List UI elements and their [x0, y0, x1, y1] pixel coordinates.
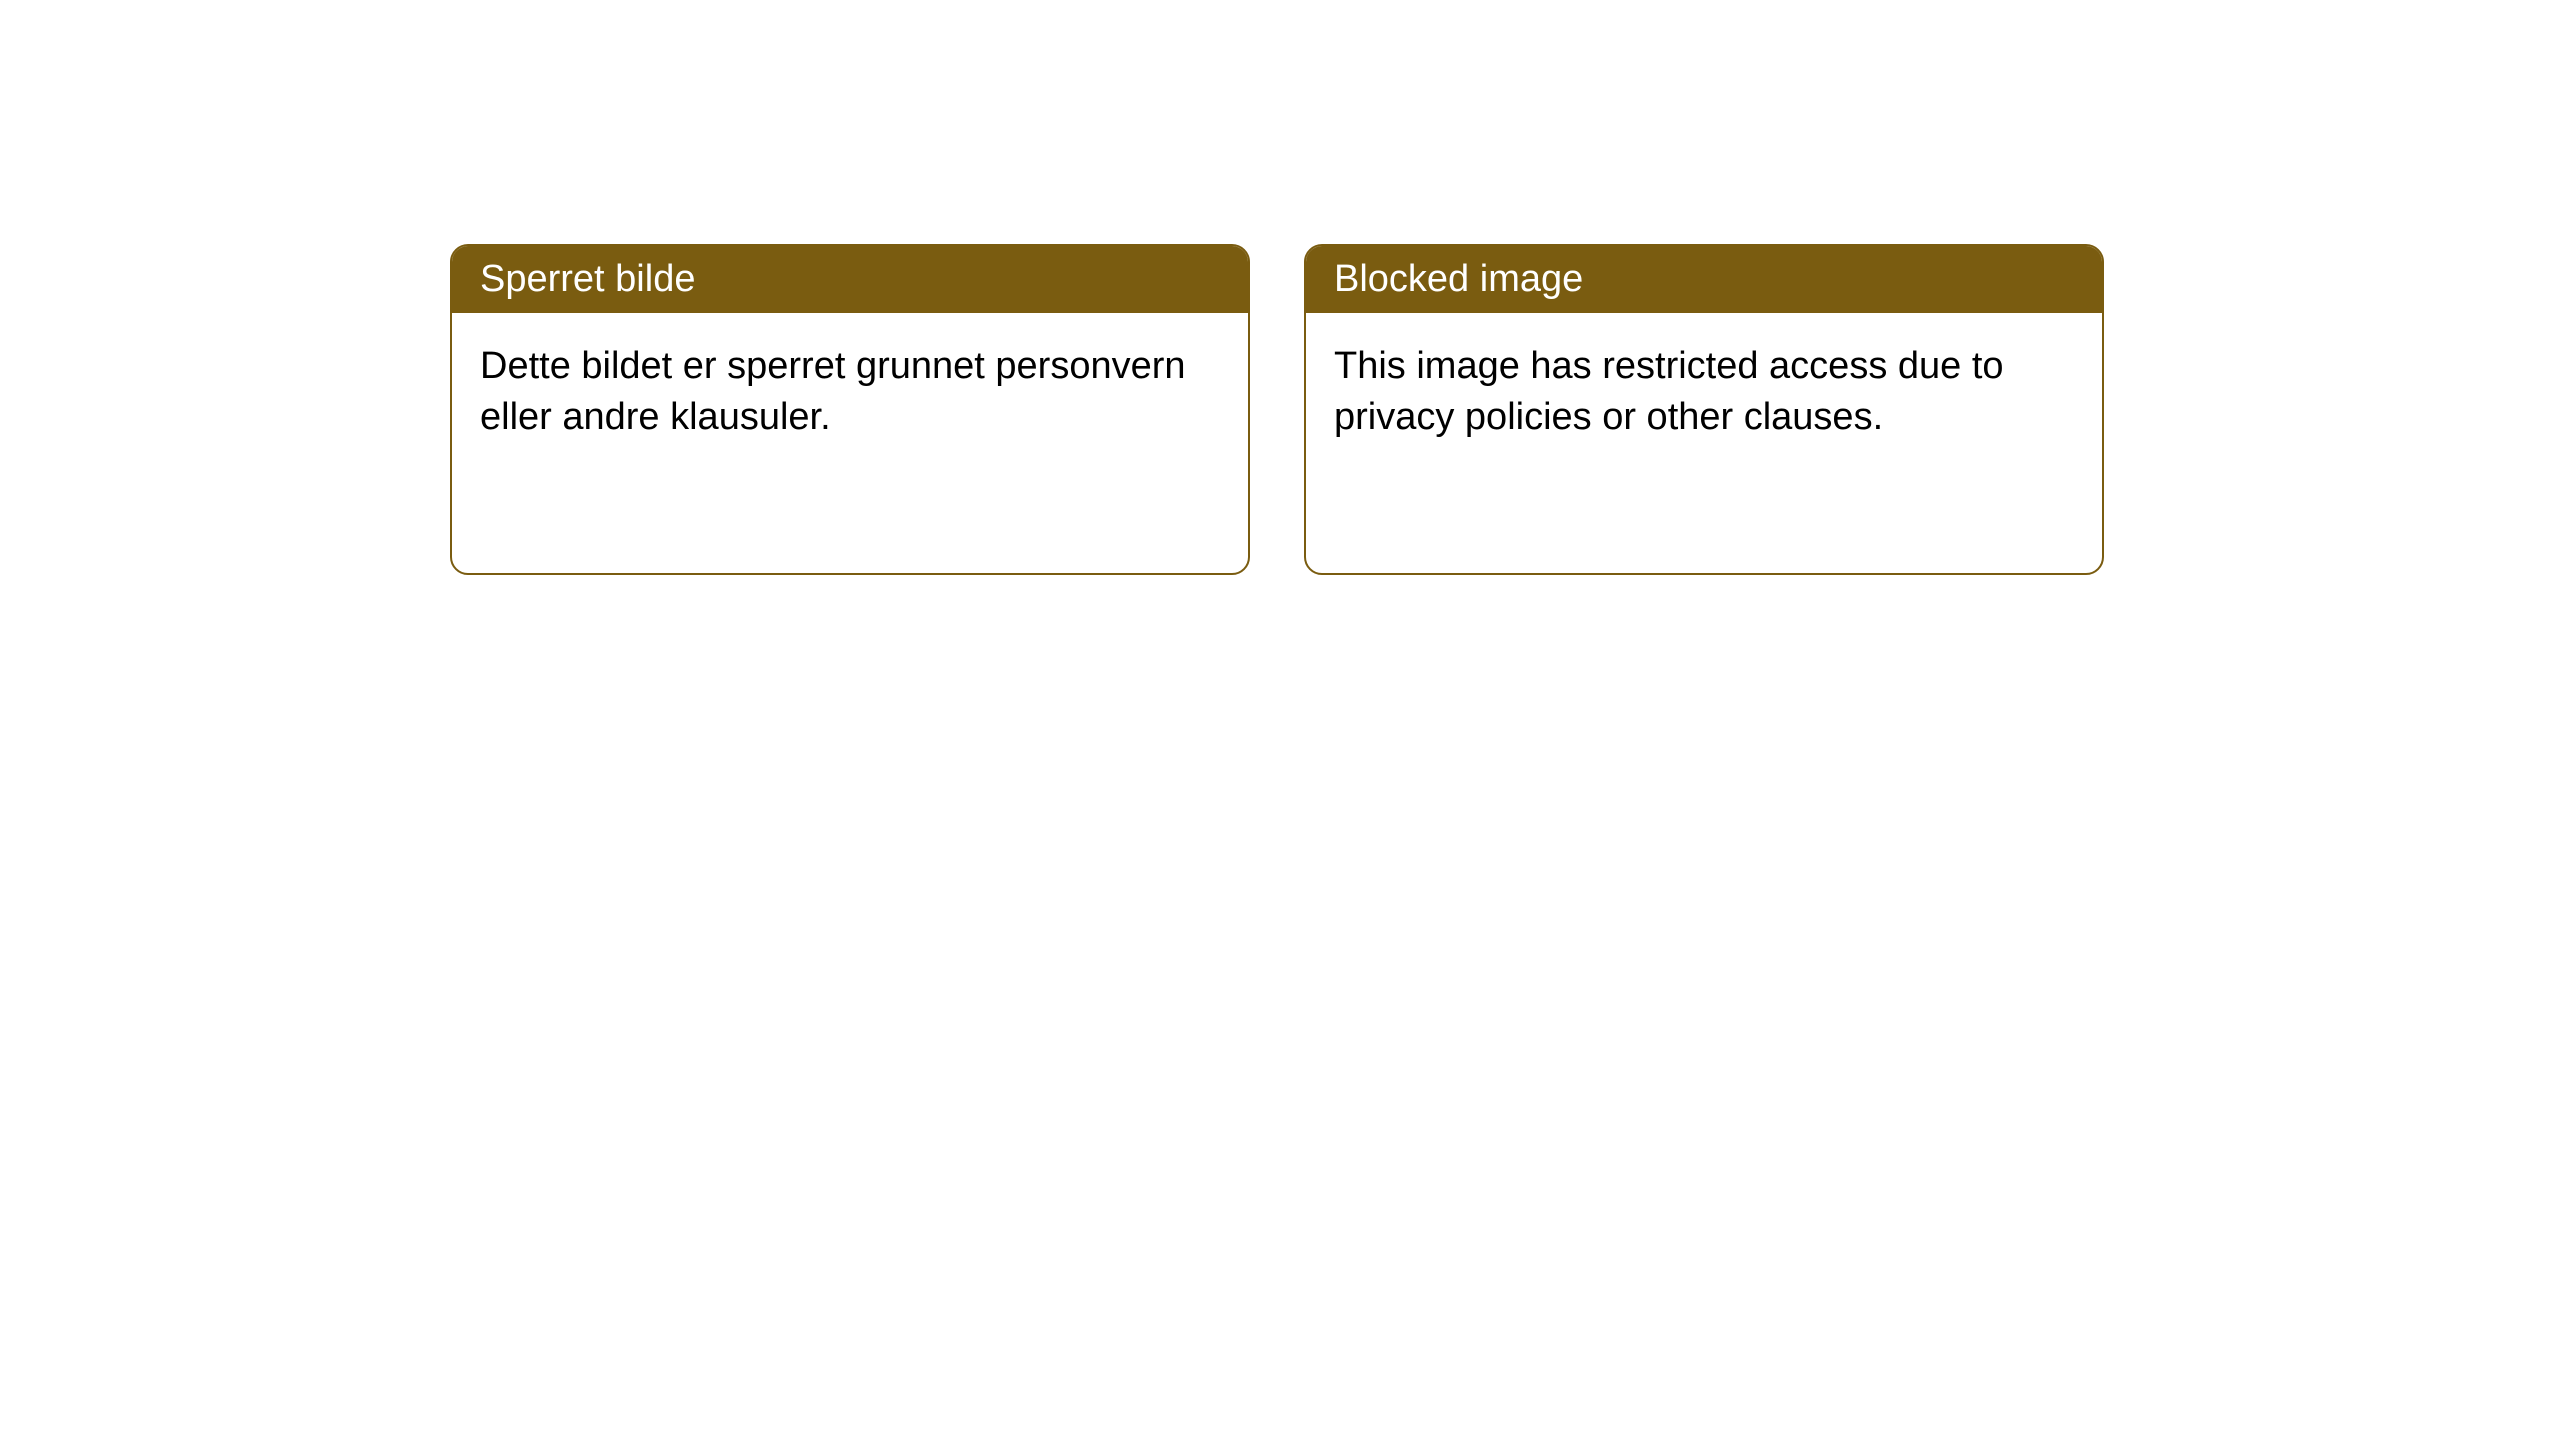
- card-text-norwegian: Dette bildet er sperret grunnet personve…: [480, 345, 1186, 438]
- card-title-norwegian: Sperret bilde: [480, 258, 695, 300]
- card-body-norwegian: Dette bildet er sperret grunnet personve…: [452, 313, 1248, 573]
- card-header-norwegian: Sperret bilde: [452, 246, 1248, 313]
- card-header-english: Blocked image: [1306, 246, 2102, 313]
- card-english: Blocked image This image has restricted …: [1304, 244, 2104, 575]
- card-title-english: Blocked image: [1334, 258, 1583, 300]
- card-norwegian: Sperret bilde Dette bildet er sperret gr…: [450, 244, 1250, 575]
- card-body-english: This image has restricted access due to …: [1306, 313, 2102, 573]
- blocked-image-cards: Sperret bilde Dette bildet er sperret gr…: [450, 244, 2104, 575]
- card-text-english: This image has restricted access due to …: [1334, 345, 2004, 438]
